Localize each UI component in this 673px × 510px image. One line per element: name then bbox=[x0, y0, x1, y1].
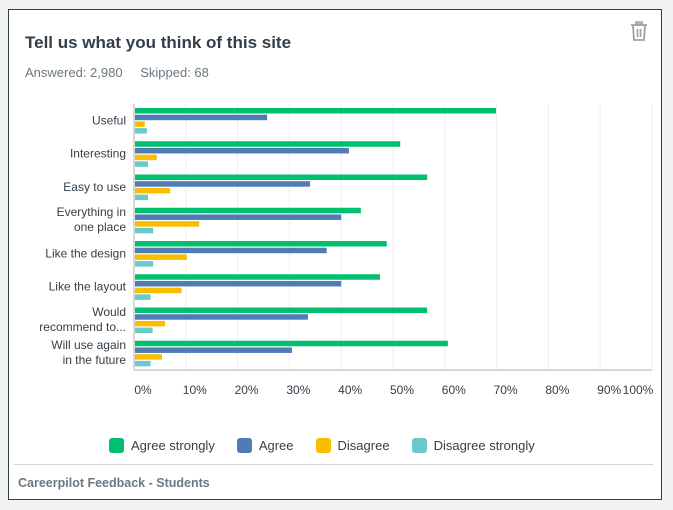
legend-label: Disagree bbox=[337, 438, 390, 453]
x-tick-label: 20% bbox=[235, 383, 259, 397]
category-label-line: one place bbox=[74, 220, 126, 234]
legend-swatch bbox=[411, 438, 427, 453]
bar-chart: 0% 10% 20% 30% 40% 50% 60% 70% 80% 90% 100% Useful I… bbox=[39, 104, 654, 397]
bar-disagree-strongly bbox=[135, 294, 151, 300]
bar-disagree-strongly bbox=[135, 360, 151, 367]
bar-agree bbox=[135, 181, 311, 187]
x-tick-label: 100% bbox=[623, 383, 654, 397]
bar-disagree bbox=[135, 154, 157, 161]
bar-agree-strongly bbox=[135, 274, 381, 280]
category-label-line: recommend to... bbox=[39, 320, 126, 334]
legend-swatch bbox=[109, 438, 124, 453]
bar-disagree-strongly bbox=[135, 327, 153, 334]
legend-label: Disagree strongly bbox=[433, 438, 535, 453]
chart-legend: Agree strongly Agree Disagree Disagree stro… bbox=[109, 438, 557, 453]
x-tick-label: 50% bbox=[390, 383, 414, 397]
x-tick-label: 40% bbox=[338, 383, 362, 397]
chart-area: 0% 10% 20% 30% 40% 50% 60% 70% 80% 90% 100% Useful I… bbox=[9, 10, 663, 501]
x-tick-label: 30% bbox=[286, 383, 310, 397]
bar-agree-strongly bbox=[135, 174, 428, 180]
bar-disagree bbox=[135, 254, 187, 260]
survey-name: Careerpilot Feedback - Students bbox=[18, 476, 210, 490]
bar-disagree bbox=[135, 221, 200, 227]
bar-agree-strongly bbox=[135, 307, 428, 313]
bar-agree bbox=[135, 314, 309, 320]
bar-disagree bbox=[135, 320, 166, 327]
category-label-line: Would bbox=[92, 305, 126, 319]
legend-item-agree-strongly[interactable]: Agree strongly bbox=[109, 438, 215, 453]
bar-agree bbox=[135, 214, 342, 220]
category-label-line: Everything in bbox=[57, 205, 126, 219]
x-tick-label: 80% bbox=[545, 383, 569, 397]
bar-disagree bbox=[135, 287, 182, 294]
trash-icon[interactable] bbox=[629, 20, 649, 42]
bar-disagree bbox=[135, 121, 145, 127]
answered-count: Answered: 2,980 bbox=[25, 65, 123, 80]
bar-agree bbox=[135, 280, 342, 287]
legend-swatch bbox=[236, 438, 252, 453]
bar-agree bbox=[135, 247, 327, 254]
bar-disagree-strongly bbox=[135, 128, 147, 134]
response-stats: Answered: 2,980 Skipped: 68 bbox=[25, 65, 223, 80]
bar-agree-strongly bbox=[135, 340, 448, 347]
bar-agree-strongly bbox=[135, 207, 361, 214]
x-tick-label: 10% bbox=[183, 383, 207, 397]
x-tick-label: 70% bbox=[494, 383, 518, 397]
legend-swatch bbox=[315, 438, 331, 453]
skipped-count: Skipped: 68 bbox=[140, 65, 209, 80]
category-label: Interesting bbox=[70, 147, 126, 161]
footer-divider bbox=[14, 464, 653, 465]
bar-agree-strongly bbox=[135, 141, 401, 147]
x-tick-label: 60% bbox=[442, 383, 466, 397]
question-summary-card: Tell us what you think of this site Answ… bbox=[8, 9, 662, 500]
category-label: Useful bbox=[92, 113, 126, 127]
legend-label: Agree strongly bbox=[131, 438, 215, 453]
category-label: Everything in one place bbox=[57, 205, 127, 234]
bar-agree bbox=[135, 114, 268, 121]
bar-disagree-strongly bbox=[135, 261, 154, 267]
category-label-line: in the future bbox=[63, 353, 127, 367]
legend-item-agree[interactable]: Agree bbox=[236, 438, 294, 453]
category-label: Will use again in the future bbox=[51, 338, 126, 367]
category-label: Would recommend to... bbox=[39, 305, 126, 334]
x-tick-label: 0% bbox=[134, 383, 152, 397]
bar-disagree-strongly bbox=[135, 161, 148, 167]
bar-disagree bbox=[135, 354, 162, 360]
category-label: Easy to use bbox=[63, 180, 126, 194]
bar-disagree-strongly bbox=[135, 194, 148, 201]
legend-label: Agree bbox=[258, 438, 294, 453]
x-tick-label: 90% bbox=[597, 383, 621, 397]
bar-disagree-strongly bbox=[135, 227, 154, 234]
legend-item-disagree-strongly[interactable]: Disagree strongly bbox=[411, 438, 535, 453]
legend-item-disagree[interactable]: Disagree bbox=[315, 438, 390, 453]
question-title: Tell us what you think of this site bbox=[25, 33, 292, 52]
category-label: Like the design bbox=[45, 246, 126, 260]
bar-agree bbox=[135, 347, 292, 353]
category-label-line: Will use again bbox=[51, 338, 126, 352]
bar-disagree bbox=[135, 187, 171, 194]
bar-agree-strongly bbox=[135, 108, 497, 114]
bar-agree-strongly bbox=[135, 241, 387, 247]
bar-agree bbox=[135, 147, 349, 154]
category-label: Like the layout bbox=[49, 280, 127, 294]
